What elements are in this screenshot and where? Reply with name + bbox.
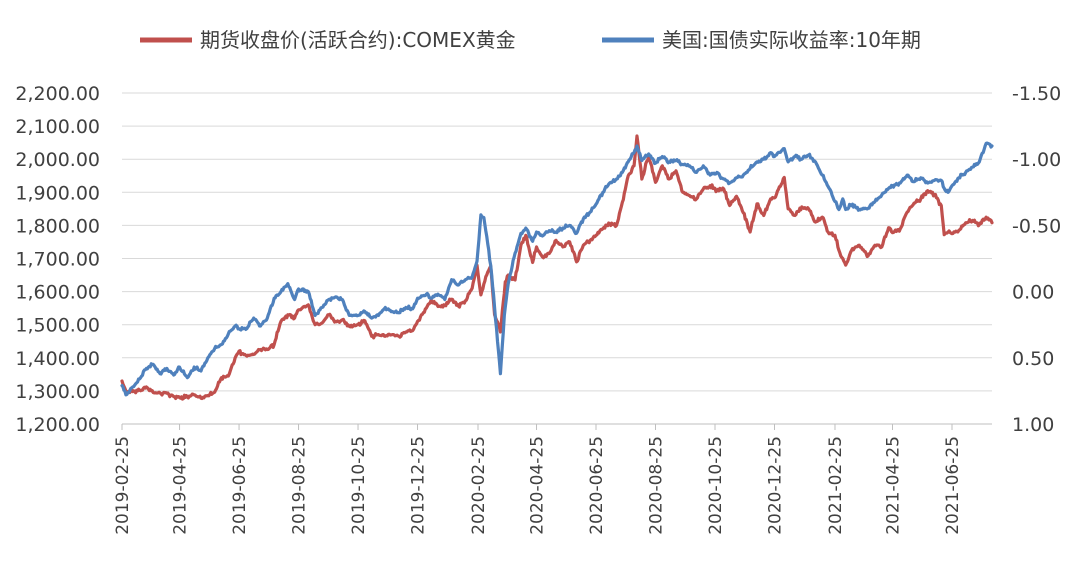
series-lines [120,134,994,401]
left-axis-tick-label: 1,900.00 [15,182,100,204]
chart-legend: 期货收盘价(活跃合约):COMEX黄金 美国:国债实际收益率:10年期 [140,28,921,52]
left-axis-tick-label: 1,800.00 [15,215,100,237]
left-axis-tick-label: 1,400.00 [15,348,100,370]
x-axis-tick-label: 2019-12-25 [409,436,429,535]
legend-label-gold: 期货收盘价(活跃合约):COMEX黄金 [200,28,516,52]
left-axis-ticks: 1,200.00 1,300.00 1,400.00 1,500.00 1,600.00… [15,83,100,436]
x-axis-tick-label: 2019-02-25 [113,436,133,535]
right-axis-tick-label: 1.00 [1012,414,1054,436]
left-axis-tick-label: 1,500.00 [15,315,100,337]
left-axis-tick-label: 1,600.00 [15,282,100,304]
legend-label-real-yield: 美国:国债实际收益率:10年期 [662,28,921,52]
x-axis-tick-label: 2020-02-25 [469,436,489,535]
right-axis-ticks: -1.50 -1.00 -0.50 0.00 0.50 1.00 [1012,83,1061,436]
left-axis-tick-label: 1,200.00 [15,414,100,436]
x-axis-tick-label: 2021-02-25 [826,436,846,535]
x-axis-tick-label: 2020-10-25 [706,436,726,535]
left-axis-tick-label: 2,100.00 [15,116,100,138]
left-axis-tick-label: 2,000.00 [15,149,100,171]
x-axis-tick-label: 2019-04-25 [171,436,191,535]
x-axis-tick-label: 2020-12-25 [766,436,786,535]
series-line-gold [120,134,994,401]
left-axis-tick-label: 1,300.00 [15,381,100,403]
series-line-real-yield [120,141,994,397]
x-axis-tick-label: 2021-04-25 [884,436,904,535]
x-axis-tick-label: 2019-10-25 [349,436,369,535]
x-axis-tick-label: 2020-04-25 [528,436,548,535]
x-axis-tick-label: 2021-06-25 [943,436,963,535]
x-axis-tick-label: 2019-06-25 [230,436,250,535]
right-axis-tick-label: -1.50 [1012,83,1061,105]
right-axis-tick-label: 0.00 [1012,282,1054,304]
left-axis-tick-label: 2,200.00 [15,83,100,105]
right-axis-tick-label: -0.50 [1012,215,1061,237]
x-axis-tick-label: 2020-08-25 [647,436,667,535]
left-axis-tick-label: 1,700.00 [15,249,100,271]
x-axis-tick-label: 2020-06-25 [587,436,607,535]
x-axis: 2019-02-25 2019-04-25 2019-06-25 2019-08-25… [113,424,963,535]
gridlines [122,92,992,425]
right-axis-tick-label: -1.00 [1012,149,1061,171]
right-axis-tick-label: 0.50 [1012,348,1054,370]
x-axis-tick-label: 2019-08-25 [290,436,310,535]
